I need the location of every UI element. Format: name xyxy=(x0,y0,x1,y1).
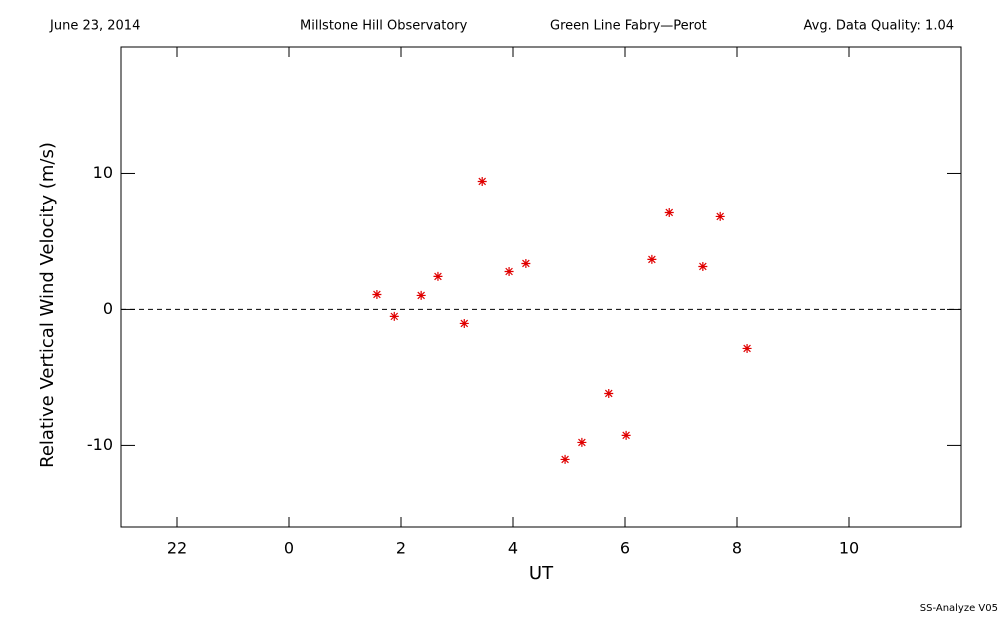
data-point xyxy=(577,437,587,447)
plot-frame xyxy=(120,46,962,528)
data-point xyxy=(416,290,426,300)
y-tick-label: -10 xyxy=(87,435,113,454)
header-quality: Avg. Data Quality: 1.04 xyxy=(804,19,954,34)
y-tick-label: 10 xyxy=(93,163,113,182)
x-axis-label: UT xyxy=(529,563,554,584)
y-tick-label: 0 xyxy=(103,299,113,318)
data-point xyxy=(459,318,469,328)
header-site: Millstone Hill Observatory xyxy=(300,19,468,34)
data-point xyxy=(433,271,443,281)
y-axis-label: Relative Vertical Wind Velocity (m/s) xyxy=(37,142,58,468)
data-point xyxy=(742,343,752,353)
data-point xyxy=(698,261,708,271)
data-point xyxy=(621,430,631,440)
data-point xyxy=(560,454,570,464)
header-instrument: Green Line Fabry—Perot xyxy=(550,19,707,34)
data-point xyxy=(521,258,531,268)
data-point xyxy=(372,289,382,299)
x-tick-label: 10 xyxy=(839,539,859,558)
x-tick-label: 6 xyxy=(620,539,630,558)
data-point xyxy=(664,207,674,217)
footer: SS-Analyze V05 xyxy=(920,603,998,614)
x-tick-label: 0 xyxy=(284,539,294,558)
data-point xyxy=(389,311,399,321)
data-point xyxy=(504,266,514,276)
x-tick-label: 4 xyxy=(508,539,518,558)
x-tick-label: 22 xyxy=(167,539,187,558)
x-tick-label: 8 xyxy=(732,539,742,558)
header-date: June 23, 2014 xyxy=(49,19,140,34)
x-tick-label: 2 xyxy=(396,539,406,558)
data-point xyxy=(604,388,614,398)
data-point xyxy=(647,254,657,264)
data-point xyxy=(715,211,725,221)
data-point xyxy=(477,176,487,186)
